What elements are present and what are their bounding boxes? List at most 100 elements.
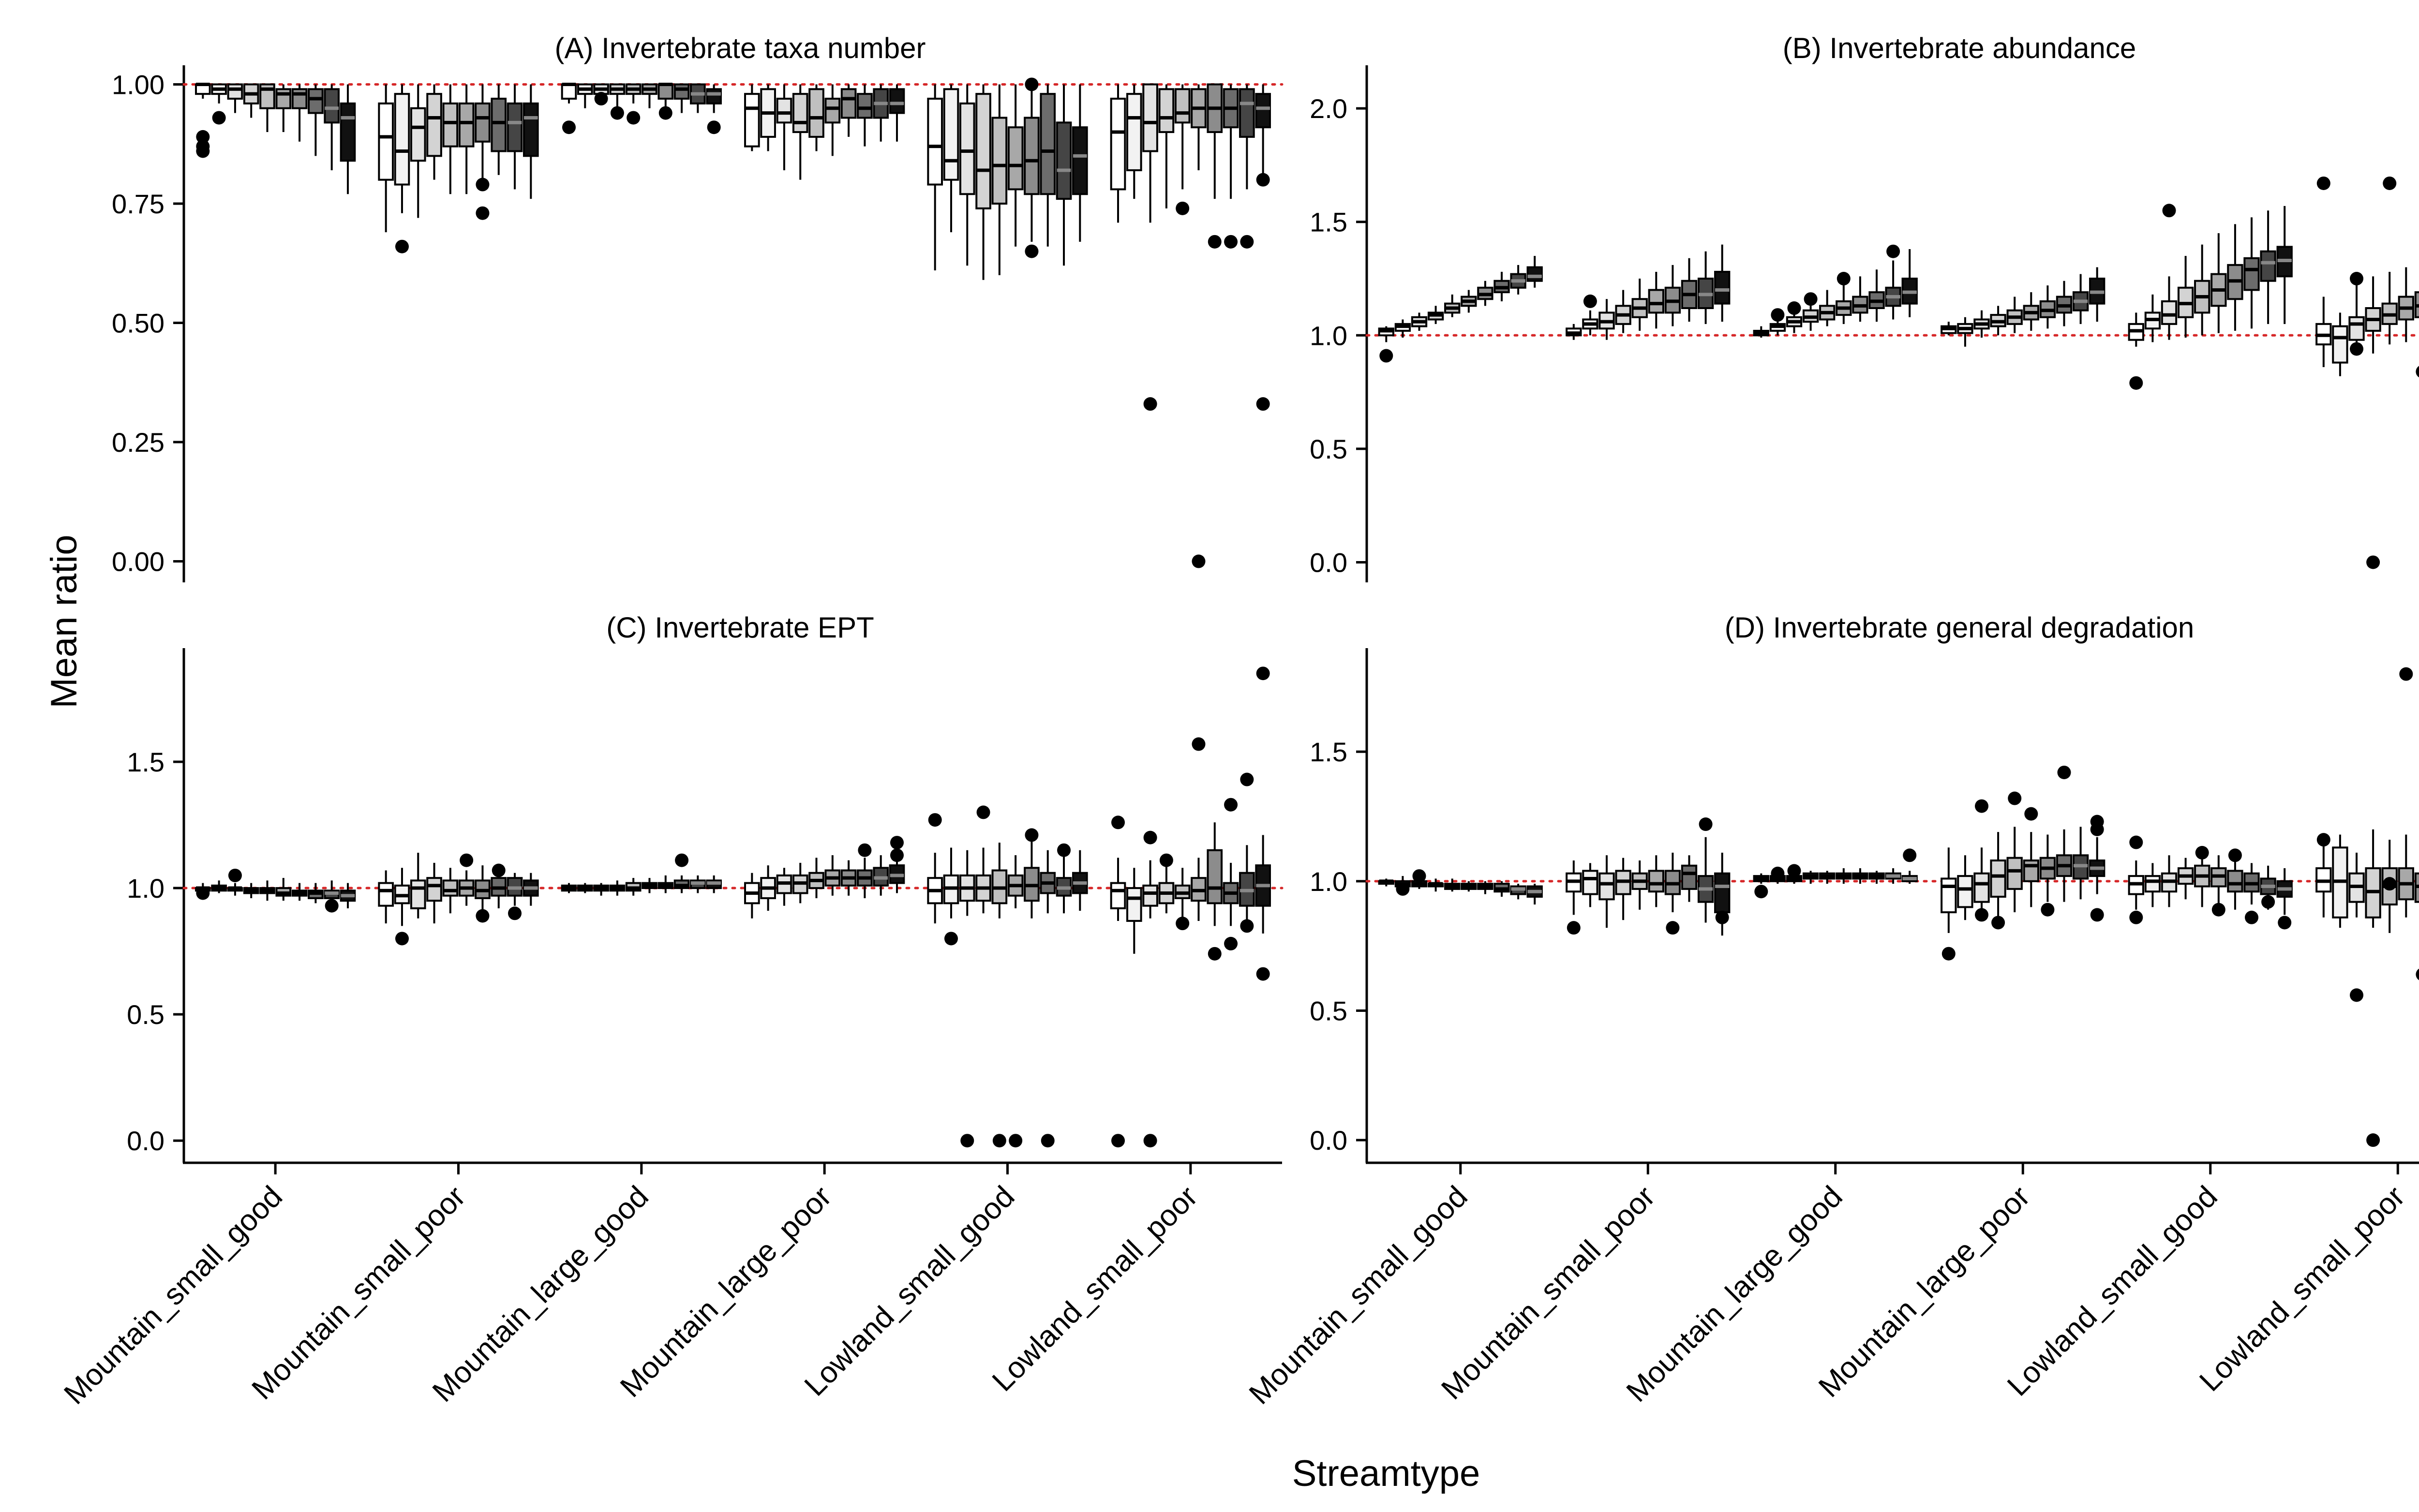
outlier-point (707, 120, 721, 134)
box-iqr (706, 88, 722, 104)
box-iqr (927, 98, 943, 186)
outlier-point (1176, 201, 1190, 215)
outlier-point (1787, 864, 1801, 878)
outlier-point (196, 130, 210, 144)
box-iqr (792, 93, 808, 133)
outlier-point (2090, 815, 2104, 829)
outlier-point (1256, 173, 1270, 187)
outlier-point (2129, 376, 2143, 390)
box-iqr (1056, 121, 1072, 200)
box-iqr (410, 879, 426, 909)
outlier-point (1224, 798, 1238, 812)
box-iqr (1714, 270, 1731, 305)
outlier-point (476, 178, 490, 192)
outlier-point (2261, 895, 2275, 909)
outlier-point (1143, 1134, 1157, 1148)
box-iqr (410, 107, 426, 162)
box-iqr (1040, 93, 1056, 195)
outlier-point (992, 1134, 1006, 1148)
box-iqr (1110, 882, 1126, 909)
box-iqr (2227, 870, 2243, 893)
outlier-point (2195, 845, 2209, 860)
box-iqr (2243, 257, 2260, 291)
outlier-point (1787, 301, 1801, 315)
panel-a-y-tick-label: 0.25 (112, 427, 164, 458)
outlier-point (492, 863, 506, 877)
outlier-point (2399, 667, 2413, 681)
box-iqr (561, 83, 577, 100)
outlier-point (1256, 967, 1270, 981)
outlier-point (1837, 272, 1851, 286)
panel-a-y-tick-label: 0.75 (112, 189, 164, 219)
outlier-point (960, 1134, 974, 1148)
panel-c-y-tick-label: 1.5 (127, 747, 164, 777)
box-iqr (442, 102, 459, 148)
outlier-point (1379, 349, 1393, 363)
outlier-point (1192, 554, 1206, 568)
box-iqr (308, 88, 324, 114)
box-iqr (1142, 884, 1158, 907)
outlier-point (2008, 791, 2022, 805)
outlier-point (890, 848, 904, 862)
box-iqr (673, 83, 690, 100)
outlier-point (1240, 235, 1254, 249)
outlier-point (1771, 866, 1785, 880)
outlier-point (976, 805, 990, 819)
panel-d-y-tick-label: 1.0 (1310, 866, 1347, 897)
box-iqr (1957, 875, 1973, 908)
panel-c-x-tick-label: Mountain_small_poor (245, 1180, 472, 1406)
box-iqr (1072, 126, 1088, 195)
box-iqr (507, 102, 523, 152)
outlier-point (1240, 772, 1254, 786)
outlier-point (2129, 835, 2143, 849)
outlier-point (2278, 916, 2292, 930)
box-iqr (1174, 88, 1191, 124)
panel-c-x-tick-label: Lowland_small_good (798, 1180, 1021, 1403)
box-iqr (394, 93, 410, 186)
outlier-point (1666, 921, 1680, 935)
panel-c-y-tick-label: 0.0 (127, 1126, 164, 1156)
outlier-point (1025, 828, 1039, 842)
outlier-point (2228, 848, 2242, 862)
box-iqr (2144, 875, 2161, 893)
outlier-point (890, 836, 904, 850)
outlier-point (2211, 903, 2225, 917)
panel-a: (A) Invertebrate taxa number 0.00 0.25 0.5… (112, 32, 1284, 582)
panel-d-x-tick-label: Lowland_small_good (2001, 1180, 2224, 1403)
outlier-point (1025, 77, 1039, 91)
outlier-point (562, 120, 576, 134)
box-iqr (744, 93, 760, 148)
panel-c-title: (C) Invertebrate EPT (606, 611, 874, 644)
outlier-point (1224, 235, 1238, 249)
box-iqr (291, 88, 308, 109)
outlier-point (627, 111, 641, 125)
box-iqr (1598, 872, 1615, 901)
outlier-point (476, 909, 490, 923)
box-iqr (458, 102, 475, 148)
outlier-point (1583, 294, 1597, 308)
outlier-point (2416, 366, 2419, 378)
outlier-point (1025, 244, 1039, 258)
box-iqr (2332, 325, 2348, 364)
panel-b: (B) Invertebrate abundance 0.0 0.5 1.0 1.5 2… (1310, 32, 2419, 582)
box-iqr (1142, 83, 1158, 152)
outlier-point (1208, 235, 1222, 249)
outlier-point (2245, 910, 2258, 924)
panel-b-y-tick-label: 1.0 (1310, 320, 1347, 351)
outlier-point (1111, 1134, 1125, 1148)
outlier-point (1041, 1134, 1055, 1148)
outlier-point (212, 111, 226, 125)
box-iqr (275, 88, 292, 109)
box-iqr (2006, 857, 2023, 890)
box-iqr (1941, 877, 1957, 914)
panel-c-y-tick-label: 0.5 (127, 999, 164, 1030)
outlier-point (2366, 1133, 2380, 1147)
outlier-point (1176, 917, 1190, 931)
box-iqr (975, 93, 991, 209)
box-iqr (1110, 98, 1126, 191)
outlier-point (1567, 921, 1581, 935)
panel-c-x-tick-label: Lowland_small_poor (986, 1180, 1204, 1398)
outlier-point (1699, 817, 1713, 831)
panel-b-title: (B) Invertebrate abundance (1783, 32, 2136, 64)
outlier-point (2057, 765, 2071, 779)
